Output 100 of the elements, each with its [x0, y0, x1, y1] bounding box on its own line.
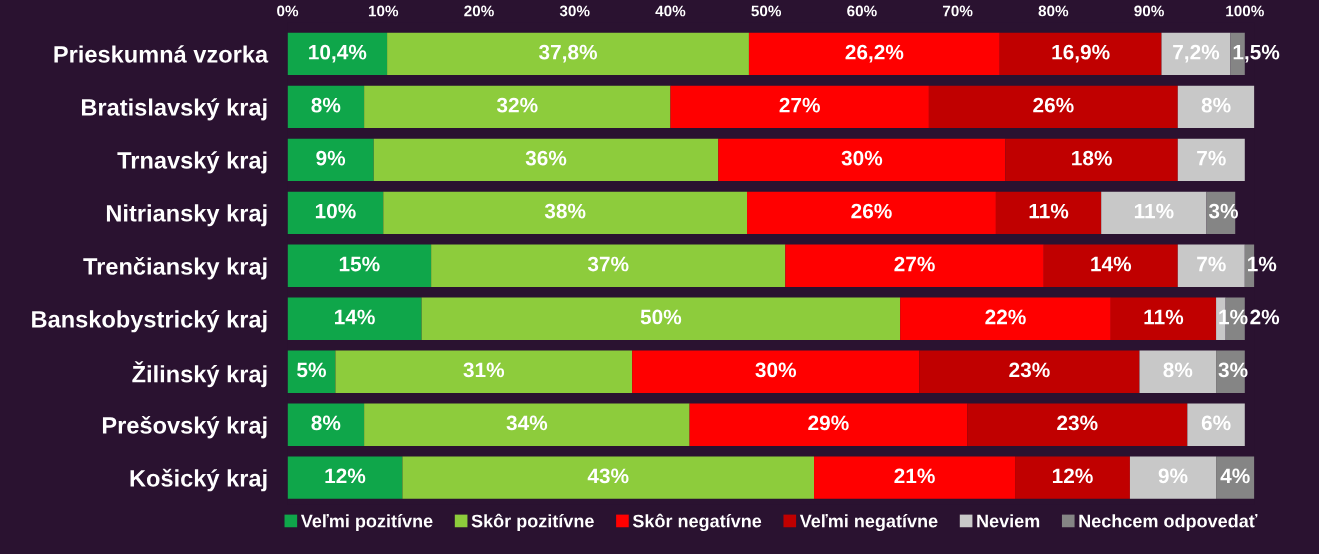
data-label: 43%: [587, 468, 629, 484]
x-tick-label: 80%: [1038, 5, 1069, 17]
bar: [747, 191, 996, 235]
bar: [287, 32, 388, 76]
bar: [287, 138, 374, 182]
data-label: 15%: [339, 256, 380, 272]
data-label: 38%: [544, 203, 586, 219]
data-label: 32%: [496, 97, 538, 113]
y-tick-label: Prieskumná vzorka: [54, 45, 269, 63]
x-tick-label: 20%: [464, 5, 494, 17]
data-label: 2%: [1250, 309, 1280, 325]
data-label: 30%: [841, 150, 883, 166]
bar: [919, 350, 1140, 393]
x-tick-label: 10%: [368, 5, 399, 17]
data-label: 8%: [311, 415, 341, 431]
data-label: 16,9%: [1052, 44, 1110, 63]
bar: [928, 85, 1178, 129]
x-tick-label: 50%: [751, 5, 782, 17]
y-tick-label: Košický kraj: [130, 468, 267, 492]
data-label: 8%: [311, 97, 341, 113]
y-tick-label: Prešovský kraj: [102, 415, 267, 439]
bar: [402, 456, 815, 499]
bar: [431, 244, 786, 287]
bar: [335, 350, 633, 393]
y-tick-label: Nitriansky kraj: [106, 204, 267, 227]
data-label: 12%: [1052, 468, 1093, 484]
data-label: 11%: [1144, 309, 1184, 325]
data-label: 26%: [1033, 97, 1074, 113]
data-label: 30%: [755, 362, 797, 378]
bar: [1101, 191, 1207, 235]
bar: [1005, 138, 1178, 182]
bar: [900, 297, 1111, 340]
data-label: 1,5%: [1233, 44, 1280, 63]
data-label: 14%: [335, 309, 375, 325]
data-label: 37%: [587, 256, 629, 272]
data-label: 5%: [297, 362, 326, 378]
y-tick-label: Žilinský kraj: [132, 361, 267, 388]
bar: [373, 138, 719, 182]
data-label: 11%: [1029, 203, 1069, 219]
x-tick-label: 70%: [942, 5, 973, 17]
data-label: 21%: [894, 468, 935, 484]
data-label: 23%: [1057, 415, 1098, 431]
bar: [1043, 244, 1178, 287]
legend-label: Veľmi negatívne: [799, 514, 938, 532]
data-label: 37,8%: [538, 44, 598, 63]
data-label: 9%: [316, 150, 346, 166]
bar: [287, 403, 365, 446]
x-tick-label: 90%: [1134, 5, 1164, 17]
bar: [1177, 244, 1245, 287]
data-label: 23%: [1009, 362, 1050, 378]
data-label: 10%: [315, 203, 356, 219]
x-tick-label: 60%: [847, 5, 877, 17]
bar: [287, 456, 403, 499]
bar: [387, 32, 749, 76]
legend-label: Skôr negatívne: [632, 513, 762, 532]
legend-label: Neviem: [977, 514, 1040, 528]
data-label: 4%: [1220, 468, 1250, 484]
data-label: 26,2%: [845, 44, 904, 63]
bar: [1129, 456, 1217, 499]
data-label: 14%: [1091, 256, 1132, 272]
bar: [287, 85, 365, 129]
bar: [999, 32, 1162, 76]
bar: [287, 191, 384, 235]
data-label: 34%: [506, 415, 548, 431]
data-label: 18%: [1072, 150, 1112, 166]
bar: [383, 191, 748, 235]
data-label: 22%: [985, 309, 1026, 325]
bar: [287, 297, 422, 340]
y-tick-label: Trenčiansky kraj: [83, 256, 267, 280]
bar: [421, 297, 901, 340]
data-label: 26%: [851, 203, 892, 219]
data-label: 50%: [640, 309, 682, 325]
bar: [632, 350, 920, 393]
data-label: 12%: [325, 468, 366, 484]
y-tick-label: Trnavský kraj: [117, 151, 267, 174]
bar: [1015, 456, 1130, 499]
x-tick-label: 30%: [559, 5, 590, 17]
bar: [995, 191, 1102, 235]
bar: [1177, 85, 1255, 129]
bar: [748, 32, 1000, 76]
bar: [670, 85, 929, 129]
data-label: 27%: [894, 256, 935, 272]
data-label: 10,4%: [309, 44, 367, 63]
bar: [785, 244, 1044, 287]
bar: [814, 456, 1016, 499]
legend-label: Veľmi pozitívne: [300, 514, 433, 531]
bar: [689, 403, 968, 446]
data-label: 31%: [463, 362, 505, 378]
x-tick-label: 0%: [277, 5, 299, 17]
bar: [718, 138, 1006, 182]
data-label: 27%: [779, 97, 820, 113]
y-tick-label: Banskobystrický kraj: [32, 310, 267, 333]
data-label: 29%: [808, 415, 849, 431]
bar: [1110, 297, 1217, 340]
bar: [967, 403, 1188, 446]
bar: [364, 403, 690, 446]
bar: [1187, 403, 1245, 446]
bar: [364, 85, 671, 129]
bar: [1139, 350, 1217, 393]
data-label: 36%: [525, 150, 567, 166]
